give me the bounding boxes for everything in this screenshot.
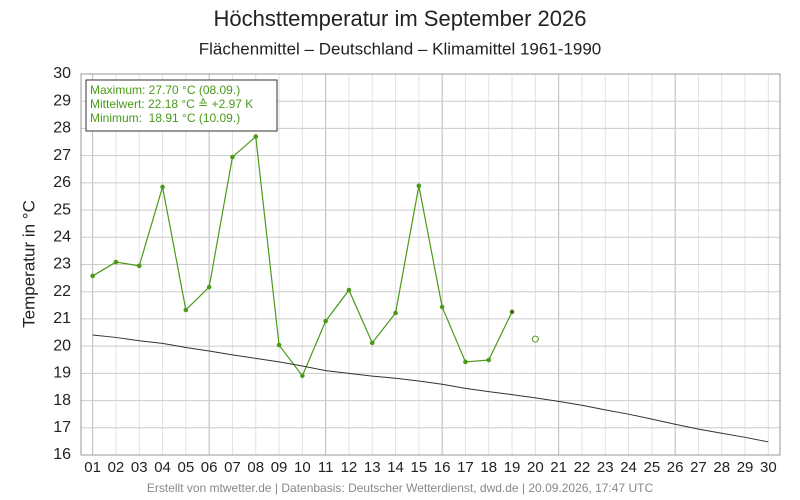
x-tick-label: 12 (341, 459, 358, 476)
plot-frame (80, 73, 781, 456)
y-tick-label: 16 (53, 446, 71, 463)
point (323, 318, 328, 324)
y-tick-label: 28 (53, 120, 71, 137)
info-text: Maximum: 27.70 °C (08.09.) (90, 83, 240, 97)
x-tick-label: 13 (364, 459, 381, 476)
chart-subtitle: Flächenmittel – Deutschland – Klimamitte… (199, 39, 602, 58)
y-tick-label: 26 (53, 174, 71, 191)
x-tick-label: 27 (690, 459, 707, 476)
x-tick-label: 29 (737, 459, 754, 476)
point (183, 307, 189, 313)
point (113, 259, 119, 265)
point (136, 263, 142, 269)
point (300, 373, 305, 379)
chart-title: Höchsttemperatur im September 2026 (214, 6, 587, 31)
y-axis-label: Temperatur in °C (19, 200, 38, 328)
x-tick-label: 23 (597, 459, 614, 476)
info-box (85, 79, 278, 132)
x-tick-label: 08 (247, 459, 264, 476)
x-tick-label: 10 (294, 459, 311, 476)
info-text: Mittelwert: 22.18 °C ≙ +2.97 K (90, 97, 253, 111)
x-tick-label: 30 (760, 459, 777, 476)
point (509, 309, 515, 315)
x-tick-label: 05 (178, 459, 195, 476)
x-tick-label: 20 (527, 459, 544, 476)
point (439, 304, 445, 310)
point (90, 273, 95, 279)
y-tick-label: 18 (53, 392, 71, 409)
point (206, 284, 212, 290)
point (369, 340, 375, 346)
x-tick-label: 03 (131, 459, 148, 476)
y-tick-label: 24 (53, 229, 71, 246)
point (531, 335, 539, 343)
series-line (92, 334, 769, 443)
x-tick-label: 28 (713, 459, 730, 476)
y-tick-label: 22 (53, 283, 71, 300)
x-tick-label: 21 (550, 459, 567, 476)
x-tick-label: 09 (271, 459, 288, 476)
y-tick-label: 30 (53, 65, 71, 82)
y-tick-label: 17 (53, 419, 71, 436)
footer: Erstellt von mtwetter.de | Datenbasis: D… (147, 481, 654, 495)
x-tick-label: 06 (201, 459, 218, 476)
x-tick-label: 04 (154, 459, 171, 476)
point (416, 183, 422, 189)
y-tick-label: 25 (53, 201, 71, 218)
x-tick-label: 01 (84, 459, 101, 476)
x-tick-label: 17 (457, 459, 474, 476)
y-tick-label: 21 (53, 310, 71, 327)
y-tick-label: 29 (53, 92, 71, 109)
x-tick-label: 26 (667, 459, 684, 476)
x-tick-label: 22 (574, 459, 591, 476)
point (486, 357, 492, 363)
x-tick-label: 16 (434, 459, 451, 476)
x-tick-label: 11 (318, 459, 334, 476)
x-tick-label: 14 (387, 459, 404, 476)
point (253, 134, 259, 139)
y-tick-label: 23 (53, 256, 71, 273)
point (346, 287, 352, 293)
point (276, 342, 282, 348)
point (160, 184, 165, 190)
y-tick-label: 20 (53, 337, 71, 354)
x-tick-label: 24 (620, 459, 637, 476)
x-tick-label: 18 (480, 459, 497, 476)
y-tick-label: 19 (53, 365, 71, 382)
point (230, 154, 235, 160)
x-tick-label: 02 (108, 459, 125, 476)
point (393, 310, 398, 316)
x-tick-label: 25 (644, 459, 661, 476)
x-tick-label: 15 (411, 459, 428, 476)
point (463, 359, 468, 365)
info-text: Minimum: 18.91 °C (10.09.) (90, 111, 240, 125)
y-tick-label: 27 (53, 147, 71, 164)
x-tick-label: 19 (504, 459, 521, 476)
x-tick-label: 07 (224, 459, 241, 476)
